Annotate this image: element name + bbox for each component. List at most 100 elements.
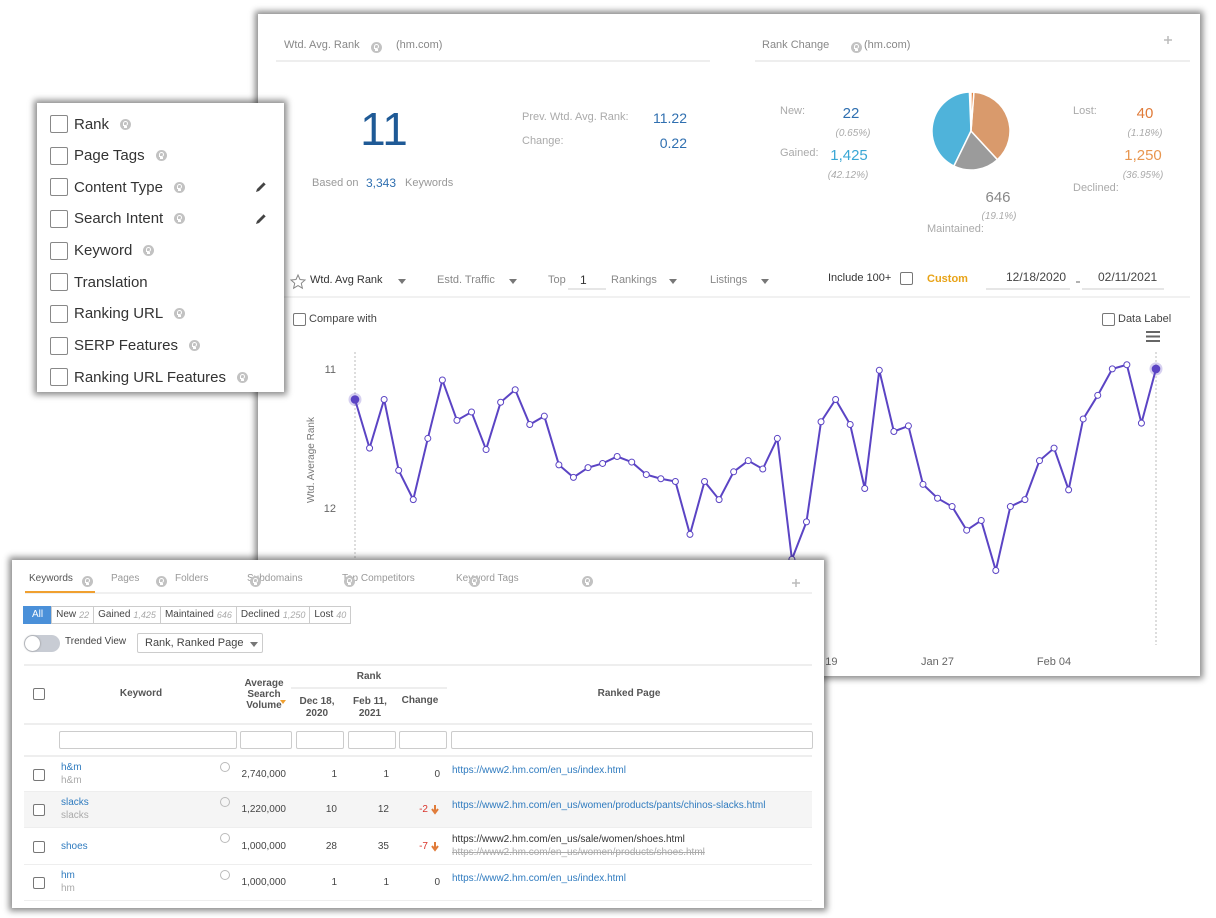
- filter-chip[interactable]: New 22: [51, 606, 95, 624]
- column-option[interactable]: Page Tags: [50, 146, 167, 166]
- column-option[interactable]: Translation: [50, 272, 148, 292]
- checkbox[interactable]: [33, 768, 45, 781]
- filter-chip[interactable]: Maintained 646: [159, 606, 237, 624]
- checkbox[interactable]: [50, 273, 68, 292]
- tab[interactable]: Keyword Tags: [456, 573, 519, 584]
- keyword-menu[interactable]: [220, 833, 230, 843]
- filter-chip[interactable]: Lost 40: [309, 606, 352, 624]
- help-icon[interactable]: [143, 245, 155, 257]
- keyword-menu[interactable]: [220, 870, 230, 880]
- column-filter-input[interactable]: [59, 731, 237, 749]
- checkbox[interactable]: [1102, 313, 1115, 326]
- edit-icon[interactable]: [254, 180, 268, 194]
- data-point: [730, 468, 738, 476]
- keyword-menu[interactable]: [220, 797, 230, 807]
- custom-link[interactable]: Custom: [927, 273, 968, 285]
- tab[interactable]: Top Competitors: [342, 573, 415, 584]
- traffic-dropdown[interactable]: Estd. Traffic: [437, 274, 495, 286]
- help-icon[interactable]: [174, 213, 186, 225]
- column-option[interactable]: SERP Features: [50, 336, 200, 356]
- end-date[interactable]: 02/11/2021: [1098, 270, 1158, 284]
- help-icon[interactable]: [371, 42, 382, 53]
- start-rank: 10: [325, 804, 337, 815]
- keyword-link[interactable]: slacks: [61, 797, 89, 808]
- checkbox[interactable]: [50, 178, 68, 197]
- column-filter-input[interactable]: [451, 731, 813, 749]
- checkbox[interactable]: [50, 146, 68, 165]
- keyword-link[interactable]: shoes: [61, 840, 88, 852]
- checkbox[interactable]: [50, 115, 68, 133]
- checkbox[interactable]: [33, 840, 45, 853]
- checkbox[interactable]: [50, 209, 68, 228]
- rankings-dropdown[interactable]: Rankings: [611, 274, 657, 286]
- filter-chip[interactable]: Gained 1,425: [93, 606, 161, 624]
- help-icon[interactable]: [469, 576, 480, 587]
- keyword-count[interactable]: 3,343: [366, 176, 397, 190]
- help-icon[interactable]: [250, 576, 261, 587]
- column-dropdown[interactable]: [137, 633, 263, 653]
- column-option[interactable]: Ranking URL: [50, 304, 186, 324]
- tab[interactable]: Folders: [175, 573, 209, 584]
- start-date[interactable]: 12/18/2020: [1006, 270, 1067, 284]
- ranked-url[interactable]: https://www2.hm.com/en_us/index.html: [452, 764, 626, 776]
- checkbox[interactable]: [33, 688, 45, 700]
- top-input[interactable]: 1: [580, 273, 587, 287]
- dropdown-caret[interactable]: [761, 279, 769, 284]
- column-filter-input[interactable]: [296, 731, 344, 749]
- edit-icon[interactable]: [254, 212, 268, 226]
- column-option[interactable]: Content Type: [50, 177, 185, 197]
- sort-icon[interactable]: [280, 700, 286, 704]
- column-option[interactable]: Keyword: [50, 241, 155, 261]
- keyword-link[interactable]: hm: [61, 870, 75, 881]
- column-option[interactable]: Ranking URL Features: [50, 367, 249, 387]
- data-point: [715, 496, 723, 504]
- keyword-menu[interactable]: [220, 762, 230, 772]
- keyword-link[interactable]: h&m: [61, 762, 82, 773]
- help-icon[interactable]: [156, 576, 167, 587]
- help-icon[interactable]: [344, 576, 355, 587]
- tab[interactable]: Keywords: [29, 573, 73, 584]
- add-icon[interactable]: [1164, 36, 1172, 44]
- help-icon[interactable]: [237, 371, 249, 383]
- checkbox[interactable]: [33, 877, 45, 889]
- header-volume: Average Search Volume: [244, 678, 284, 711]
- filter-chip[interactable]: All: [23, 606, 53, 624]
- add-icon[interactable]: [792, 579, 800, 587]
- help-icon[interactable]: [155, 150, 167, 162]
- listings-dropdown[interactable]: Listings: [710, 274, 748, 286]
- tab[interactable]: Subdomains: [247, 573, 303, 584]
- help-icon[interactable]: [582, 576, 593, 587]
- checkbox[interactable]: [900, 272, 913, 285]
- dropdown-caret[interactable]: [669, 279, 677, 284]
- dropdown-caret[interactable]: [509, 279, 517, 284]
- help-icon[interactable]: [174, 308, 186, 320]
- checkbox[interactable]: [50, 368, 68, 387]
- filter-chip[interactable]: Declined 1,250: [235, 606, 311, 624]
- column-option[interactable]: Search Intent: [50, 209, 186, 229]
- checkbox[interactable]: [50, 304, 68, 323]
- checkbox[interactable]: [293, 313, 306, 326]
- star-icon[interactable]: [289, 273, 307, 290]
- tab[interactable]: Pages: [111, 573, 140, 584]
- checkbox[interactable]: [50, 336, 68, 355]
- ranked-url[interactable]: https://www2.hm.com/en_us/women/products…: [452, 800, 766, 811]
- ranked-url[interactable]: https://www2.hm.com/en_us/sale/women/sho…: [452, 834, 685, 845]
- ranked-url[interactable]: https://www2.hm.com/en_us/index.html: [452, 873, 626, 884]
- option-label: Content Type: [74, 178, 163, 196]
- checkbox[interactable]: [50, 241, 68, 260]
- help-icon[interactable]: [120, 118, 132, 130]
- column-option[interactable]: Rank: [50, 114, 132, 134]
- column-filter-input[interactable]: [240, 731, 292, 749]
- toggle-switch[interactable]: [24, 635, 60, 652]
- column-filter-input[interactable]: [399, 731, 447, 749]
- dropdown-caret[interactable]: [250, 642, 258, 647]
- help-icon[interactable]: [188, 340, 200, 352]
- checkbox[interactable]: [33, 804, 45, 816]
- help-icon[interactable]: [173, 181, 185, 193]
- menu-icon[interactable]: [1146, 331, 1160, 342]
- help-icon[interactable]: [82, 576, 93, 587]
- help-icon[interactable]: [851, 42, 862, 53]
- metric-dropdown[interactable]: Wtd. Avg Rank: [310, 274, 383, 286]
- dropdown-caret[interactable]: [398, 279, 406, 284]
- column-filter-input[interactable]: [348, 731, 396, 749]
